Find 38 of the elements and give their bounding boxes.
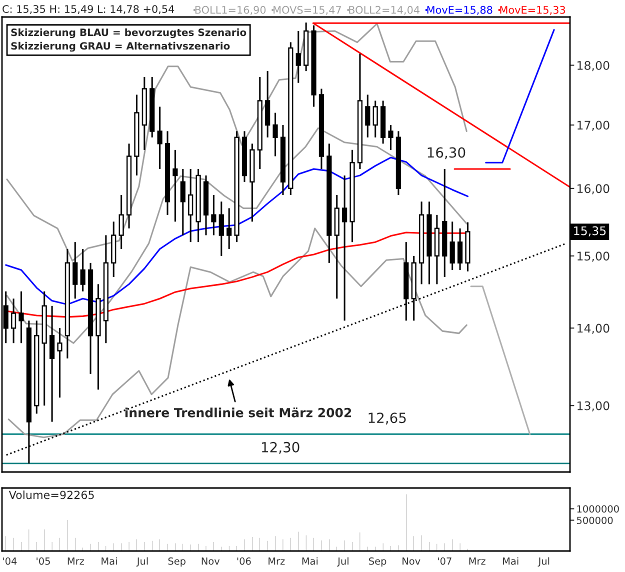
- x-tick-label: '04: [3, 557, 17, 565]
- legend-label: MovE=15,33: [500, 6, 566, 15]
- x-tick-label: Mrz: [469, 558, 486, 565]
- y-tick-label: 14,00: [578, 324, 610, 334]
- x-tick-label: Jul: [337, 557, 348, 567]
- legend-label: MovE=15,88: [427, 6, 492, 15]
- x-tick-label: '07: [438, 557, 452, 565]
- x-tick-label: Mai: [503, 557, 518, 565]
- x-tick-label: Jul: [538, 557, 550, 567]
- x-tick-label: '06: [237, 557, 251, 565]
- x-tick-label: Mai: [102, 557, 117, 565]
- legend-label: BOLL1=16,90: [195, 6, 266, 15]
- x-tick-label: Jul: [136, 557, 148, 567]
- x-tick-label: Nov: [402, 558, 420, 565]
- annotation: Skizzierung BLAU = bevorzugtes Szenario Skizzierung GRAU = Alternativszenario: [11, 28, 246, 52]
- x-tick-label: Sep: [369, 557, 386, 567]
- y-tick-label: 13,00: [578, 401, 610, 412]
- legend-label: MOVS=15,47: [274, 6, 341, 15]
- annotation: 16,30: [428, 147, 466, 160]
- x-tick-label: '05: [36, 557, 50, 565]
- y-tick-label: 15,00: [578, 252, 610, 262]
- x-tick-label: Mai: [302, 557, 318, 565]
- y-tick-label: 17,00: [578, 120, 610, 131]
- x-tick-label: Nov: [202, 558, 220, 565]
- chart-title: Volume=92265: [8, 490, 94, 500]
- y-tick-label: 1000000: [577, 505, 619, 513]
- ref-line-label: 12,30: [262, 442, 300, 454]
- y-tick-label: 500000: [577, 516, 613, 524]
- legend-label: BOLL2=14,04: [349, 6, 420, 15]
- y-tick-label: 16,00: [578, 184, 610, 194]
- x-tick-label: Sep: [168, 557, 186, 567]
- x-tick-label: Mrz: [268, 558, 285, 565]
- text: 15,35: [574, 226, 606, 236]
- ref-line-label: 12,65: [368, 412, 406, 425]
- annotation: innere Trendlinie seit März 2002: [125, 408, 352, 418]
- x-tick-label: Mrz: [68, 558, 84, 565]
- y-tick-label: 18,00: [578, 60, 610, 72]
- chart-title: C: 15,35 H: 15,49 L: 14,78 +0,54: [2, 5, 174, 14]
